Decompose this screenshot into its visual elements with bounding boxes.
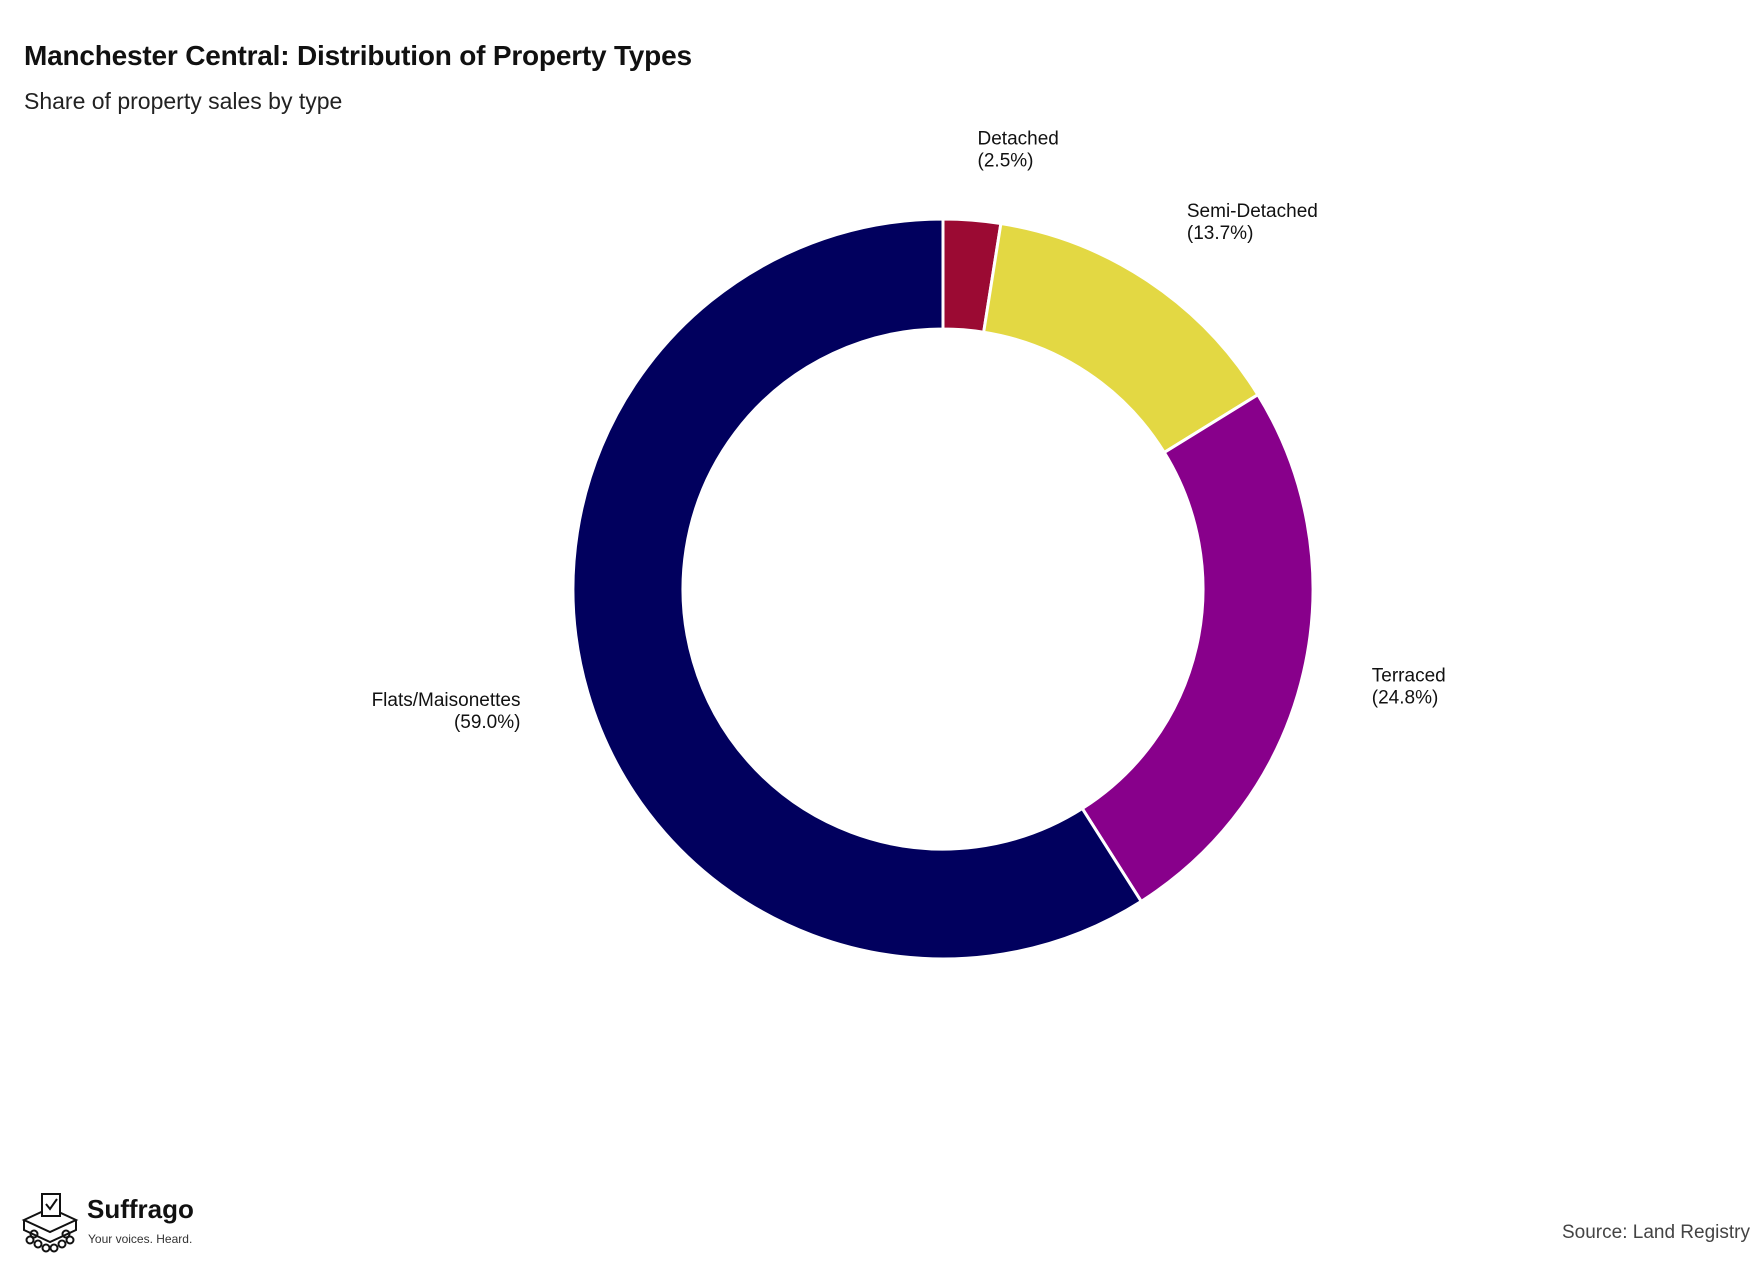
chart-subtitle: Share of property sales by type (24, 88, 343, 114)
slice-label-semi-detached: Semi-Detached (13.7%) (1187, 201, 1318, 244)
ballot-box-icon (21, 1193, 79, 1253)
slice-label-flats-maisonettes: Flats/Maisonettes (59.0%) (372, 690, 521, 733)
donut-slice-semi-detached (981, 221, 1260, 455)
slice-label-terraced: Terraced (24.8%) (1372, 666, 1446, 709)
chart-title: Manchester Central: Distribution of Prop… (24, 40, 692, 71)
brand-tagline: Your voices. Heard. (88, 1232, 193, 1246)
brand-name: Suffrago (87, 1194, 194, 1224)
source-note: Source: Land Registry (1562, 1222, 1750, 1243)
slice-label-detached: Detached (2.5%) (978, 128, 1059, 171)
donut-slice-terraced (1080, 392, 1315, 904)
donut-slice-flats-maisonettes (571, 217, 1144, 961)
